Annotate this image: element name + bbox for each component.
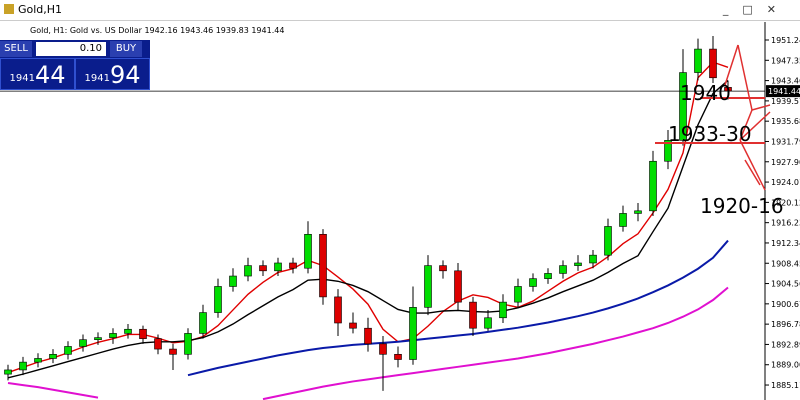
candle-body bbox=[364, 327, 372, 345]
candle-body bbox=[409, 307, 417, 360]
candle-body bbox=[484, 317, 492, 329]
candle-body bbox=[334, 296, 342, 324]
y-tick-label: 1931.79 bbox=[771, 137, 800, 146]
y-tick-label: 1920.12 bbox=[771, 198, 800, 207]
forecast-arrow bbox=[739, 139, 766, 191]
forecast-arrow bbox=[737, 44, 753, 111]
candle-body bbox=[424, 265, 432, 308]
candle-body bbox=[94, 337, 102, 340]
sell-button[interactable]: SELL bbox=[0, 41, 32, 57]
chart-subtitle: Gold, H1: Gold vs. US Dollar 1942.16 194… bbox=[30, 26, 284, 35]
candle-body bbox=[49, 353, 57, 359]
forecast-arrow bbox=[739, 111, 771, 141]
y-tick-label: 1892.89 bbox=[771, 340, 800, 349]
candle-body bbox=[229, 275, 237, 287]
y-tick-label: 1908.45 bbox=[771, 259, 800, 268]
candle-body bbox=[289, 262, 297, 269]
candle-body bbox=[634, 210, 642, 214]
candle-body bbox=[154, 338, 162, 350]
y-tick-label: 1935.68 bbox=[771, 117, 800, 126]
candle-body bbox=[664, 140, 672, 162]
trade-panel: SELL 0.10 BUY 1941 44 1941 94 bbox=[0, 40, 150, 90]
y-tick-label: 1943.46 bbox=[771, 77, 800, 86]
candle-body bbox=[709, 48, 717, 79]
candle-body bbox=[544, 273, 552, 279]
candle-body bbox=[109, 333, 117, 338]
candle-body bbox=[589, 254, 597, 264]
candle-body bbox=[574, 262, 582, 266]
annotation: 1920-16 bbox=[700, 194, 784, 218]
candle-body bbox=[319, 233, 327, 298]
candle-body bbox=[259, 265, 267, 272]
candle-body bbox=[529, 278, 537, 287]
y-tick-label: 1927.90 bbox=[771, 158, 800, 167]
candle-body bbox=[139, 328, 147, 339]
y-tick-label: 1889.00 bbox=[771, 361, 800, 370]
y-tick-label: 1939.57 bbox=[771, 97, 800, 106]
candle-body bbox=[619, 213, 627, 227]
y-tick-label: 1912.34 bbox=[771, 239, 800, 248]
forecast-arrow bbox=[751, 104, 771, 111]
window-buttons[interactable]: _□✕ bbox=[722, 3, 790, 16]
sell-price-big-figure: 1941 bbox=[9, 73, 35, 84]
buy-price-big-figure: 1941 bbox=[84, 73, 110, 84]
forecast-arrow bbox=[739, 109, 753, 141]
candle-body bbox=[199, 312, 207, 334]
y-tick-label: 1951.24 bbox=[771, 36, 800, 45]
candle-body bbox=[349, 322, 357, 329]
last-price-label: 1941.44 bbox=[768, 87, 800, 96]
candle-body bbox=[679, 72, 687, 141]
y-tick-label: 1900.67 bbox=[771, 300, 800, 309]
title-bar: Gold,H1 _□✕ bbox=[0, 0, 800, 21]
y-tick-label: 1896.78 bbox=[771, 320, 800, 329]
candle-body bbox=[34, 358, 42, 363]
forecast-arrow bbox=[744, 159, 761, 186]
candle-body bbox=[304, 233, 312, 269]
candle-body bbox=[19, 361, 27, 371]
buy-price-pips: 94 bbox=[109, 61, 141, 89]
candle-body bbox=[169, 348, 177, 355]
forecast-arrow bbox=[724, 44, 739, 86]
candle-body bbox=[394, 353, 402, 360]
sell-price-pips: 44 bbox=[34, 61, 66, 89]
plot bbox=[4, 36, 732, 400]
candle-body bbox=[79, 339, 87, 347]
y-tick-label: 1924.01 bbox=[771, 178, 800, 187]
window-title: Gold,H1 bbox=[18, 3, 63, 16]
candle-body bbox=[469, 301, 477, 329]
candle-body bbox=[649, 160, 657, 212]
sell-price[interactable]: 1941 44 bbox=[0, 58, 75, 90]
indicator-line bbox=[7, 79, 729, 379]
y-tick-label: 1947.35 bbox=[771, 56, 800, 65]
lot-input[interactable]: 0.10 bbox=[36, 42, 106, 56]
buy-button[interactable]: BUY bbox=[110, 41, 142, 57]
candle-body bbox=[499, 301, 507, 319]
indicator-line bbox=[187, 239, 729, 377]
candle-body bbox=[379, 343, 387, 355]
window-icon bbox=[4, 4, 14, 14]
candle-body bbox=[64, 346, 72, 355]
y-tick-label: 1904.56 bbox=[771, 280, 800, 289]
candle-body bbox=[214, 286, 222, 313]
candle-body bbox=[559, 265, 567, 274]
candle-body bbox=[274, 262, 282, 272]
candle-body bbox=[604, 226, 612, 256]
buy-price[interactable]: 1941 94 bbox=[75, 58, 150, 90]
y-tick-label: 1916.23 bbox=[771, 219, 800, 228]
last-price-box bbox=[766, 85, 800, 98]
candle-body bbox=[514, 286, 522, 303]
annotation: 1933-30 bbox=[668, 122, 752, 146]
candle-body bbox=[454, 270, 462, 303]
candle-body bbox=[694, 48, 702, 73]
annotation: 1940 bbox=[680, 81, 731, 105]
indicator-line bbox=[7, 286, 729, 400]
candle-body bbox=[184, 333, 192, 355]
y-tick-label: 1885.11 bbox=[771, 381, 800, 390]
candle-body bbox=[124, 328, 132, 334]
candle-body bbox=[4, 369, 12, 375]
candle-body bbox=[439, 265, 447, 272]
candle-body bbox=[244, 265, 252, 277]
